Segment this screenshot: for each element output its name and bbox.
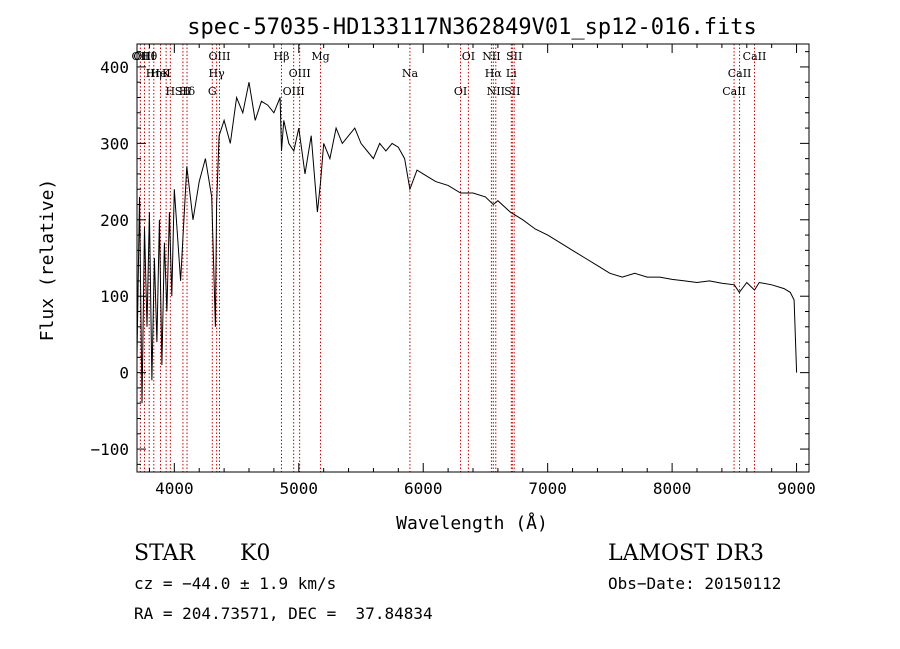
coordinates-text: RA = 204.73571, DEC = 37.84834 xyxy=(134,604,433,623)
line-marker-label: Hδ xyxy=(179,85,196,98)
line-marker-label: OIII xyxy=(133,50,155,63)
line-marker-label: Na xyxy=(402,67,419,80)
y-axis: −100 0 100 200 300 400 xyxy=(90,51,809,465)
y-tick-label: 0 xyxy=(119,364,129,383)
line-marker-label: OI xyxy=(462,50,475,63)
spectrum-line xyxy=(136,82,798,404)
chart-title: spec-57035-HD133117N362849V01_sp12-016.f… xyxy=(187,15,757,40)
line-marker-label: H xyxy=(166,85,176,98)
line-marker-label: HeI xyxy=(150,67,170,80)
y-tick-label: 400 xyxy=(100,58,129,77)
line-marker-label: K xyxy=(162,67,171,80)
line-marker-label: SII xyxy=(504,85,520,98)
y-axis-label: Flux (relative) xyxy=(37,179,58,342)
line-marker-label: OII xyxy=(132,50,150,63)
line-marker-label: OIII xyxy=(289,67,311,80)
y-tick-label: −100 xyxy=(90,440,129,459)
subclass-label: K0 xyxy=(240,541,270,566)
line-marker-label: Hθ xyxy=(141,50,158,63)
line-marker-label: OIII xyxy=(208,50,230,63)
line-marker-label: SII xyxy=(506,50,522,63)
y-tick-label: 100 xyxy=(100,287,129,306)
class-label: STAR xyxy=(134,541,196,566)
line-marker-label: Hα xyxy=(485,67,503,80)
line-marker-label: Hγ xyxy=(209,67,226,80)
x-tick-label: 8000 xyxy=(653,479,692,498)
line-marker-label: CaII xyxy=(728,67,752,80)
x-tick-label: 9000 xyxy=(777,479,816,498)
line-marker-label: CaII xyxy=(722,85,746,98)
line-marker-label: Li xyxy=(506,67,517,80)
line-marker-label: CaII xyxy=(743,50,767,63)
line-marker-label: OI xyxy=(454,85,467,98)
survey-label: LAMOST DR3 xyxy=(608,541,764,566)
plot-frame xyxy=(136,43,810,473)
line-markers xyxy=(139,44,755,472)
x-axis: 4000 5000 6000 7000 8000 9000 xyxy=(148,44,816,498)
line-marker-label: NII xyxy=(482,50,500,63)
line-marker-label: Hη xyxy=(146,67,162,80)
line-marker-label: Mg xyxy=(311,50,329,63)
line-marker-label: G xyxy=(208,85,217,98)
line-marker-label: SII xyxy=(175,85,191,98)
obs-date-text: Obs−Date: 20150112 xyxy=(608,574,781,593)
redshift-text: cz = −44.0 ± 1.9 km/s xyxy=(134,574,336,593)
x-tick-label: 5000 xyxy=(280,479,319,498)
x-tick-label: 6000 xyxy=(404,479,443,498)
line-marker-label: NII xyxy=(487,85,505,98)
line-marker-labels: HθKHδOIIHeISIIOIIIHηHOIIIHγGHβOIIIOIIIMg… xyxy=(132,50,767,98)
line-marker-label: OIII xyxy=(283,85,305,98)
x-tick-label: 7000 xyxy=(528,479,567,498)
line-marker-label: Hβ xyxy=(274,50,290,63)
y-tick-label: 200 xyxy=(100,211,129,230)
x-axis-label: Wavelength (Å) xyxy=(396,512,548,534)
x-tick-label: 4000 xyxy=(155,479,194,498)
y-tick-label: 300 xyxy=(100,134,129,153)
